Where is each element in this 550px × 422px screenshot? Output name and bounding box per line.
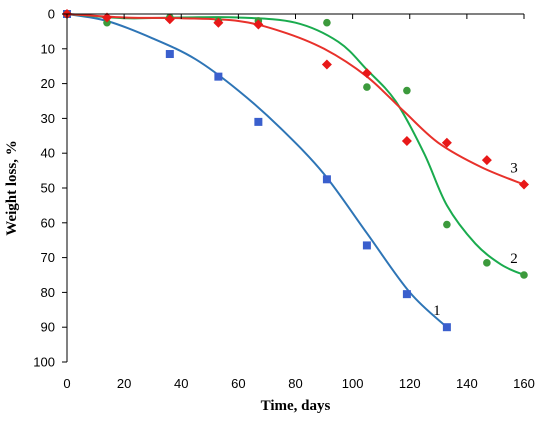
series-2-point	[403, 86, 411, 95]
axes	[66, 13, 524, 362]
series-3-label: 3	[510, 161, 518, 177]
x-tick-label: 120	[399, 376, 421, 391]
series-3-point	[101, 12, 112, 23]
series-3-point	[401, 136, 412, 147]
y-axis-title: Weight loss, %	[4, 140, 20, 235]
series-1-point	[214, 72, 223, 81]
axis-ticks	[62, 13, 525, 363]
y-tick-label: 20	[41, 76, 55, 91]
y-tick-label: 40	[41, 146, 55, 161]
series-1-point	[322, 175, 331, 184]
x-tick-label: 0	[63, 376, 70, 391]
x-tick-label: 20	[117, 376, 131, 391]
series-3-line	[66, 13, 525, 186]
y-tick-label: 50	[41, 181, 55, 196]
series-3-point	[361, 68, 372, 79]
series-3-point	[519, 179, 529, 190]
series-3-point	[441, 137, 452, 148]
y-tick-label: 90	[41, 320, 55, 335]
y-tick-label: 60	[41, 215, 55, 230]
series-labels: 1 2 3	[433, 161, 518, 320]
x-tick-label: 100	[342, 376, 364, 391]
series-1-point	[165, 50, 174, 59]
series-1-point	[402, 290, 411, 299]
y-tick-label: 70	[41, 250, 55, 265]
series-1-line	[66, 13, 448, 328]
series-2-point	[520, 271, 528, 279]
series-2-point	[323, 18, 331, 27]
trend-lines	[66, 13, 525, 328]
y-tick-label: 30	[41, 111, 55, 126]
x-axis-title: Time, days	[261, 398, 331, 414]
y-tick-label: 100	[33, 355, 55, 370]
series-2-point	[363, 83, 371, 91]
x-tick-label: 60	[231, 376, 245, 391]
series-2-line	[66, 13, 525, 276]
x-tick-label: 80	[288, 376, 302, 391]
series-2-point	[103, 18, 111, 27]
x-tick-label: 40	[174, 376, 188, 391]
series-2-point	[443, 220, 451, 229]
series-3-point	[213, 17, 224, 28]
y-tick-label: 80	[41, 285, 55, 300]
series-2-label: 2	[510, 251, 518, 267]
tick-labels: 0 20 40 60 80 100 120 140 160 0 10 20 30 40 50 60 70 80 90…	[33, 7, 535, 392]
y-tick-label: 10	[41, 41, 55, 56]
x-tick-label: 140	[456, 376, 478, 391]
series-3-point	[253, 19, 264, 30]
series-3-point	[321, 59, 332, 70]
series-1-point	[254, 117, 263, 126]
y-tick-label: 0	[48, 7, 55, 22]
series-1-label: 1	[433, 303, 441, 319]
series-3-point	[164, 14, 175, 25]
data-markers	[62, 9, 529, 332]
x-tick-label: 160	[513, 376, 535, 391]
series-1-point	[362, 241, 371, 250]
series-2-point	[483, 259, 491, 267]
series-3-point	[481, 155, 492, 166]
series-1-point	[442, 323, 451, 332]
